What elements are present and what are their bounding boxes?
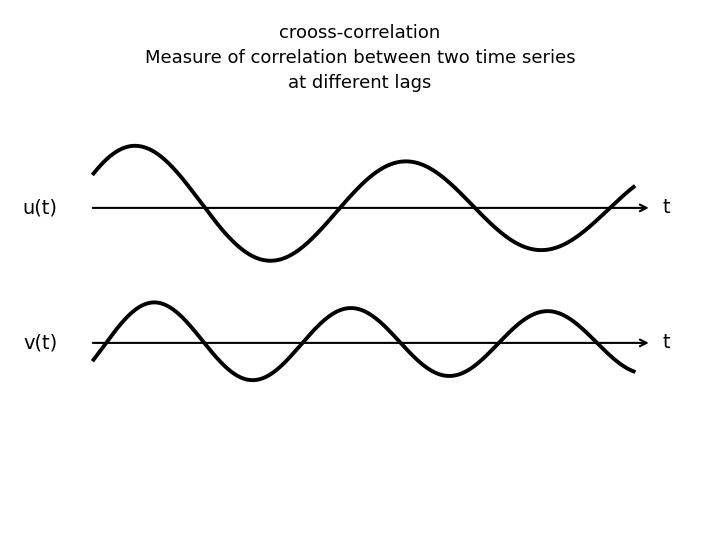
Text: v(t): v(t) — [23, 333, 58, 353]
Text: t: t — [662, 333, 670, 353]
Text: u(t): u(t) — [22, 198, 58, 218]
Text: t: t — [662, 198, 670, 218]
Text: crooss-correlation
Measure of correlation between two time series
at different l: crooss-correlation Measure of correlatio… — [145, 24, 575, 92]
